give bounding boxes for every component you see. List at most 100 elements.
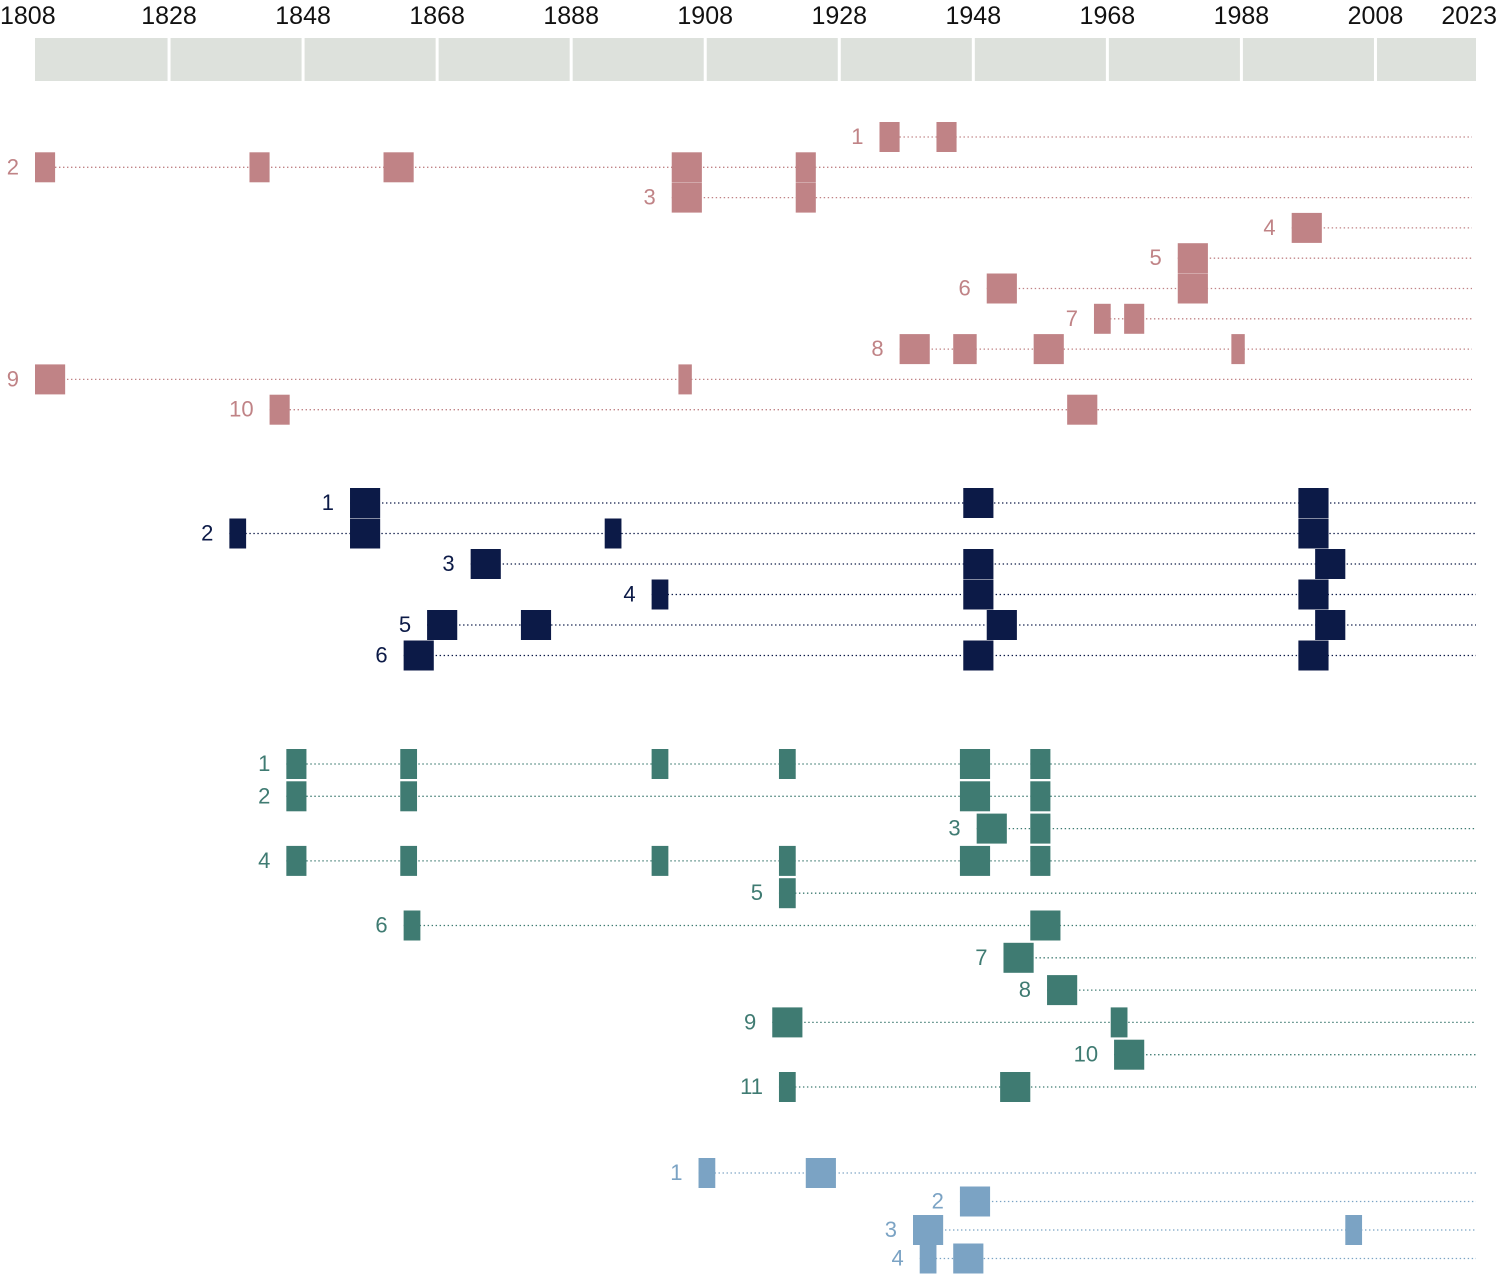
event-bar (1030, 845, 1051, 876)
timeline-row: 5 (751, 878, 1476, 909)
timeline-row: 6 (375, 910, 1476, 941)
row-label: 3 (885, 1217, 897, 1242)
event-bar (1003, 942, 1034, 973)
event-bar (1231, 334, 1245, 365)
year-tick-label: 1868 (409, 2, 465, 30)
row-label: 10 (229, 397, 253, 422)
timeline-row: 11 (740, 1072, 1476, 1102)
event-bar (795, 182, 816, 213)
row-label: 9 (744, 1009, 756, 1034)
event-bar (778, 845, 796, 876)
event-bar (963, 549, 994, 579)
event-bar (986, 610, 1017, 640)
event-bar (913, 1215, 944, 1245)
timeline-row: 9 (7, 364, 1472, 395)
timeline-row: 10 (229, 394, 1472, 425)
row-label: 4 (258, 848, 270, 873)
row-label: 6 (375, 913, 387, 938)
timeline-row: 3 (948, 813, 1476, 844)
event-bar (671, 152, 702, 183)
event-bar (1124, 303, 1145, 334)
event-bar (1114, 1039, 1145, 1070)
row-label: 7 (1066, 306, 1078, 331)
timeline-row: 3 (885, 1215, 1476, 1245)
event-bar (269, 394, 290, 425)
event-bar (383, 152, 414, 183)
row-label: 2 (201, 521, 213, 546)
year-tick-label: 1828 (141, 2, 197, 30)
event-bar (520, 610, 552, 640)
year-band (706, 38, 838, 81)
year-tick-labels: 1808 1828 1848 1868 1888 1908 1928 1948 1968 1988… (0, 2, 1497, 30)
row-label: 4 (623, 582, 635, 607)
row-label: 1 (670, 1160, 682, 1185)
timeline-row: 1 (322, 488, 1476, 518)
timeline-group: 1 2 3 4 5 6 7 8 9 10 11 (258, 749, 1476, 1102)
row-label: 2 (7, 154, 19, 179)
timeline-row: 10 (1074, 1039, 1476, 1070)
event-bar (879, 122, 900, 152)
event-bar (959, 781, 991, 812)
year-tick-label: 1928 (811, 2, 867, 30)
event-bar (403, 640, 434, 671)
event-bar (1110, 1007, 1128, 1038)
event-bar (772, 1007, 803, 1038)
row-label: 10 (1074, 1042, 1098, 1067)
row-label: 2 (932, 1189, 944, 1214)
timeline-row: 2 (932, 1186, 1476, 1217)
event-bar (1047, 975, 1078, 1006)
row-label: 3 (948, 816, 960, 841)
row-label: 6 (375, 643, 387, 668)
event-bar (1030, 910, 1061, 941)
event-bar (953, 1243, 984, 1274)
row-label: 2 (258, 783, 270, 808)
row-label: 11 (740, 1074, 763, 1099)
year-bands (35, 38, 1476, 81)
event-bar (1315, 549, 1346, 579)
year-tick-label: 1948 (946, 2, 1002, 30)
row-label: 4 (1263, 215, 1275, 240)
row-label: 1 (851, 124, 863, 149)
event-bar (1177, 243, 1208, 274)
timeline-row: 5 (1149, 243, 1472, 274)
year-tick-label: 1888 (543, 2, 599, 30)
event-bar (963, 640, 994, 671)
event-bar (229, 518, 247, 549)
year-band (1108, 38, 1240, 81)
timeline-row: 8 (871, 334, 1472, 365)
event-bar (778, 749, 796, 779)
timeline-row: 1 (670, 1158, 1476, 1188)
year-band (438, 38, 570, 81)
event-bar (651, 749, 669, 779)
year-tick-label: 1968 (1080, 2, 1136, 30)
event-bar (778, 1072, 796, 1102)
event-bar (400, 749, 418, 779)
event-bar (698, 1158, 716, 1188)
event-bar (805, 1158, 836, 1188)
event-bar (286, 749, 307, 779)
year-tick-label: 1848 (275, 2, 331, 30)
row-label: 8 (1019, 977, 1031, 1002)
event-bar (959, 845, 991, 876)
timeline-row: 6 (958, 273, 1472, 304)
event-bar (1315, 610, 1346, 640)
row-label: 3 (442, 551, 454, 576)
timeline-group: 1 2 3 4 5 6 7 8 9 10 (7, 122, 1472, 425)
event-bar (400, 845, 418, 876)
timeline-row: 9 (744, 1007, 1476, 1038)
year-band (572, 38, 704, 81)
row-label: 9 (7, 366, 19, 391)
event-bar (1030, 781, 1051, 812)
timeline-row: 2 (201, 518, 1476, 549)
timeline-row: 2 (7, 152, 1472, 183)
year-band (170, 38, 302, 81)
timeline-row: 3 (643, 182, 1472, 213)
year-band (304, 38, 436, 81)
event-bar (1030, 749, 1051, 779)
event-bar (470, 549, 501, 579)
event-bar (1033, 334, 1064, 365)
timeline-row: 4 (891, 1243, 1476, 1274)
timeline-row: 6 (375, 640, 1476, 671)
event-bar (959, 1186, 991, 1217)
